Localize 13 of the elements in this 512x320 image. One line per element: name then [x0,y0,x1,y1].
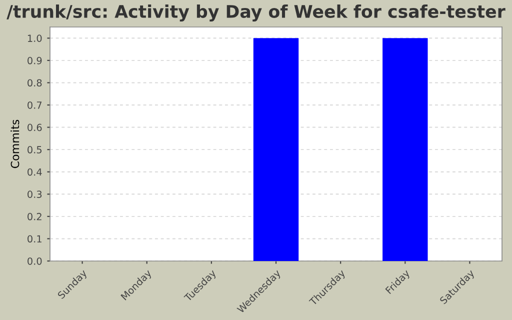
y-tick-label: 0.9 [28,56,42,64]
y-tick-label: 0.4 [28,168,42,176]
y-tick-label: 0.8 [28,79,42,87]
y-tick-label: 0.2 [28,212,42,220]
y-tick-label: 1.0 [28,34,42,42]
y-tick-label: 0.5 [28,146,42,154]
y-axis-title: Commits [10,120,20,168]
chart-title: /trunk/src: Activity by Day of Week for csafe-tester [6,4,506,22]
y-tick-label: 0.7 [28,101,42,109]
y-tick-label: 0.3 [28,190,42,198]
y-tick-label: 0.1 [28,235,42,243]
y-tick-label: 0.6 [28,124,42,132]
y-tick-label: 0.0 [28,257,42,265]
